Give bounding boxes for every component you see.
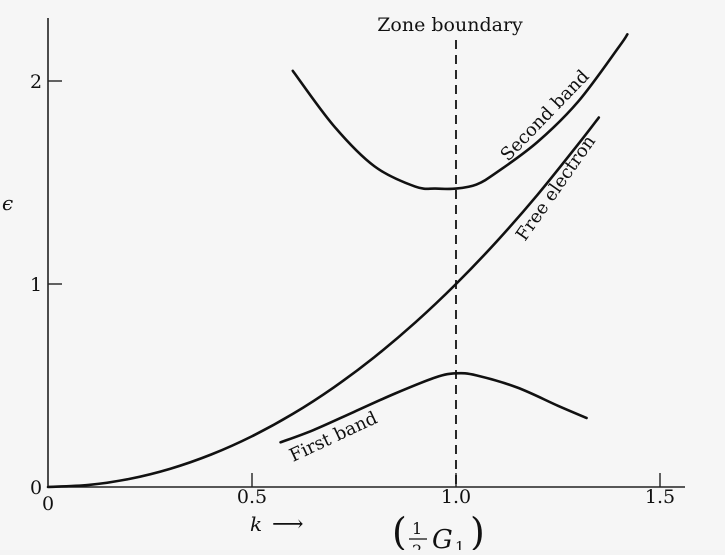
x-tick-label-1: 1.0 [441, 486, 471, 508]
first-band-curve [279, 371, 588, 444]
x-origin-label: 0 [42, 493, 54, 515]
free-electron-curve [46, 116, 601, 489]
x-axis-arrow: ⟶ [272, 512, 304, 537]
zone-fraction-den: 2 [412, 541, 422, 550]
zone-paren-open: ( [392, 510, 407, 550]
y-tick-label-1: 2 [30, 71, 42, 93]
zone-G-subscript: 1 [455, 538, 465, 550]
zone-G-symbol: G [432, 525, 453, 550]
x-tick-label-2: 1.5 [645, 486, 675, 508]
second-band-curve [291, 33, 629, 191]
zone-boundary-k-label: ( 1 2 G 1 ) [392, 510, 485, 555]
x-tick-label-0: 0.5 [237, 486, 267, 508]
zone-fraction-num: 1 [412, 519, 422, 538]
first-band-label: First band [286, 408, 380, 467]
y-tick-label-0: 1 [30, 274, 42, 296]
zone-paren-close: ) [470, 510, 485, 550]
y-origin-label: 0 [30, 477, 42, 499]
zone-boundary-label: Zone boundary [377, 14, 523, 36]
band-curves [46, 33, 629, 489]
x-axis-label: k [250, 512, 262, 536]
y-axis-label: ϵ [2, 191, 13, 215]
